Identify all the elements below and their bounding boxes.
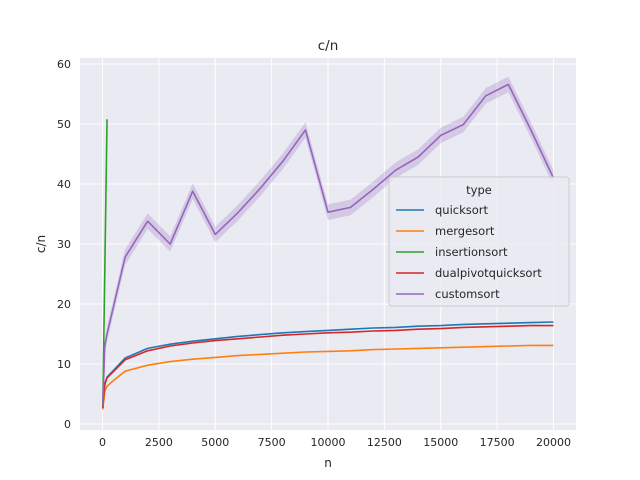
x-tick-label: 10000 <box>311 436 346 449</box>
y-tick-label: 0 <box>64 418 71 431</box>
y-tick-label: 30 <box>57 238 71 251</box>
x-tick-label: 2500 <box>145 436 173 449</box>
x-tick-label: 12500 <box>367 436 402 449</box>
x-tick-label: 7500 <box>258 436 286 449</box>
y-axis-label: c/n <box>34 235 48 253</box>
y-tick-labels: 0 10 20 30 40 50 60 <box>57 58 71 431</box>
y-tick-label: 20 <box>57 298 71 311</box>
x-tick-label: 0 <box>99 436 106 449</box>
series-line-insertionsort <box>101 119 108 408</box>
x-axis-label: n <box>324 456 332 470</box>
y-tick-label: 10 <box>57 358 71 371</box>
series-line-customsort <box>101 83 555 407</box>
legend-items: quicksort mergesort insertionsort dualpivot… <box>396 203 542 301</box>
legend-label-customsort: customsort <box>435 287 500 301</box>
x-tick-label: 20000 <box>536 436 571 449</box>
y-tick-label: 40 <box>57 178 71 191</box>
x-tick-label: 5000 <box>201 436 229 449</box>
chart-title: c/n <box>318 38 339 54</box>
grid <box>80 58 576 430</box>
series-lines <box>101 83 555 410</box>
series-line-mergesort <box>101 344 554 410</box>
legend-label-insertionsort: insertionsort <box>435 245 508 259</box>
legend: type quicksort mergesort insertionsort dual… <box>388 176 570 307</box>
series-line-dualpivotquicksort <box>101 324 554 408</box>
x-tick-label: 15000 <box>423 436 458 449</box>
legend-label-dualpivotquicksort: dualpivotquicksort <box>435 266 542 280</box>
y-tick-label: 60 <box>57 58 71 71</box>
x-tick-labels: 0 2500 5000 7500 10000 12500 15000 17500 20000 <box>99 436 571 449</box>
legend-label-mergesort: mergesort <box>435 224 495 238</box>
series-line-quicksort <box>101 321 554 408</box>
legend-frame <box>388 176 570 307</box>
x-tick-label: 17500 <box>480 436 515 449</box>
y-tick-label: 50 <box>57 118 71 131</box>
legend-title: type <box>466 183 492 197</box>
legend-label-quicksort: quicksort <box>435 203 489 217</box>
